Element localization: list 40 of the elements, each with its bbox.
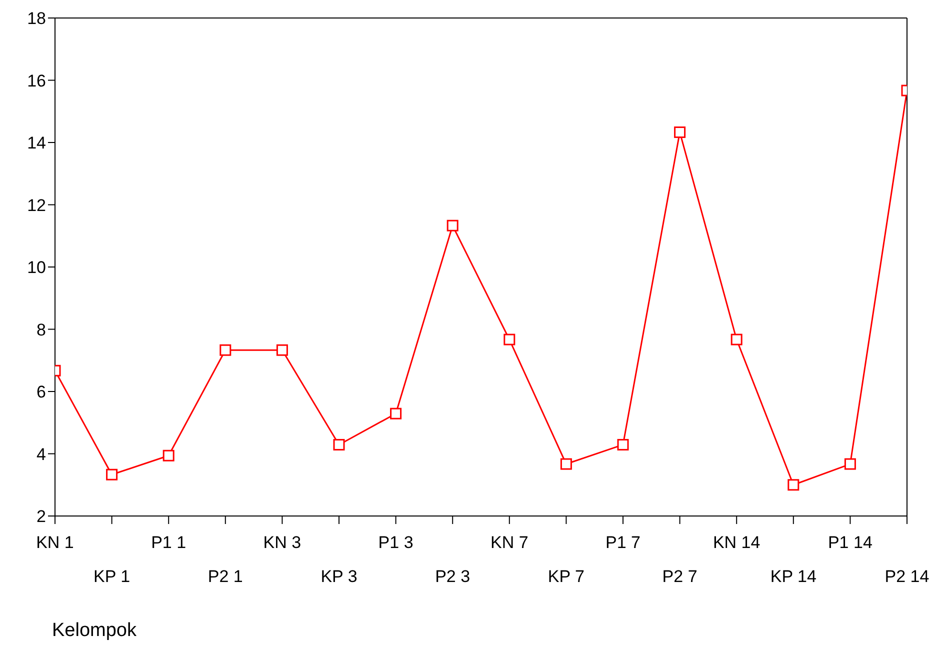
x-axis-title: Kelompok — [52, 620, 138, 642]
x-tick-label: P1 7 — [606, 533, 640, 552]
x-tick-label: P2 3 — [435, 567, 470, 586]
y-tick-label: 16 — [27, 71, 46, 90]
x-tick-label: KP 3 — [320, 567, 358, 586]
x-tick-label: P1 1 — [151, 533, 186, 552]
point — [446, 220, 458, 232]
x-tick-label: KP 1 — [94, 567, 130, 586]
point — [788, 479, 800, 491]
y-tick-label: 10 — [27, 258, 46, 278]
x-tick-label: KP 14 — [770, 567, 816, 586]
x-tick-label: KN 1 — [36, 533, 74, 552]
y-tick-label: 2 — [36, 507, 46, 526]
point — [617, 438, 629, 450]
x-tick-label: KN 7 — [490, 533, 528, 552]
x-tick-label: P2 14 — [884, 567, 930, 586]
point — [674, 126, 686, 138]
point — [106, 468, 118, 480]
point — [276, 344, 288, 356]
point — [560, 458, 572, 470]
point — [844, 458, 856, 470]
x-tick-label: P2 1 — [208, 567, 243, 586]
y-tick-label: 14 — [27, 134, 46, 153]
point — [162, 450, 174, 462]
y-tick-label: 4 — [36, 444, 46, 464]
y-tick-label: 18 — [27, 9, 46, 28]
point — [730, 334, 742, 346]
point — [220, 344, 232, 356]
point — [504, 334, 516, 346]
point — [390, 408, 402, 420]
x-tick-label: P2 7 — [662, 567, 698, 586]
x-tick-label: P1 14 — [828, 533, 872, 552]
x-tick-label: KN 3 — [263, 533, 302, 552]
y-tick-label: 6 — [36, 382, 46, 402]
point — [333, 438, 345, 450]
x-tick-label: KN 14 — [712, 533, 760, 552]
y-tick-label: 8 — [36, 320, 46, 340]
x-tick-label: KP 7 — [548, 567, 584, 586]
x-tick-label: P1 3 — [378, 533, 414, 552]
y-tick-label: 12 — [27, 196, 46, 215]
